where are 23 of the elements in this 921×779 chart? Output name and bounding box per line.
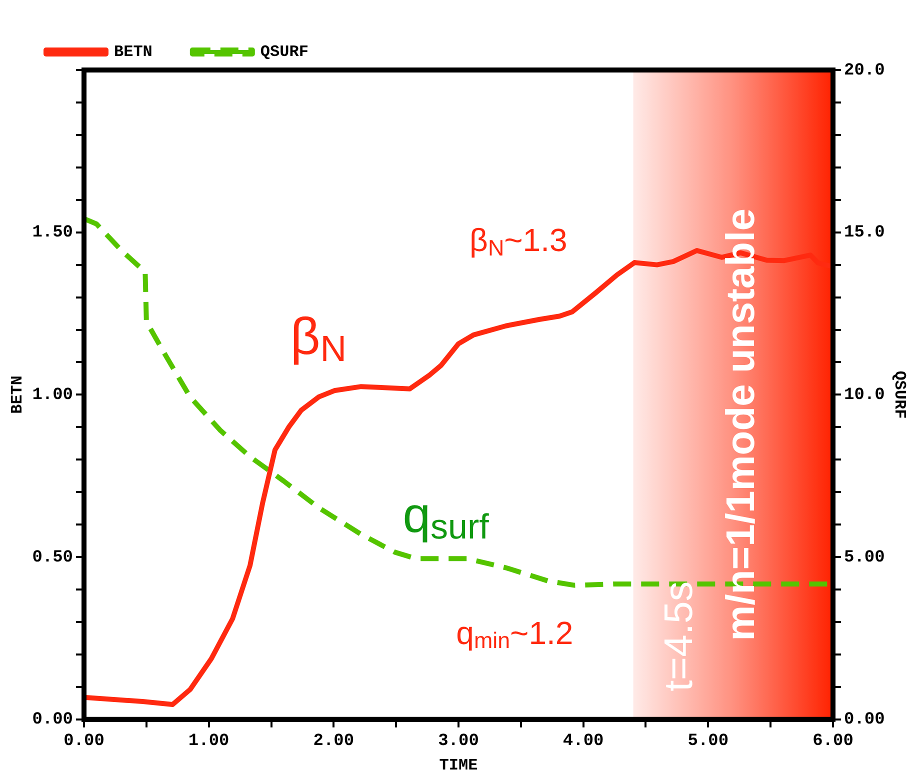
- legend-label: BETN: [114, 43, 152, 62]
- x-tick-label: 5.00: [688, 732, 729, 751]
- x-tick-label: 1.00: [188, 732, 230, 751]
- x-tick-label: 6.00: [812, 732, 854, 751]
- band-label: m/n=1/1mode unstable: [719, 208, 764, 641]
- x-tick-label: 4.00: [562, 732, 604, 751]
- y-tick-label: 0.50: [32, 548, 74, 568]
- x-tick-label: 3.00: [438, 732, 479, 751]
- y-axis-title: BETN: [8, 375, 27, 414]
- y2-tick-label: 20.0: [844, 61, 885, 80]
- y-tick-label: 1.00: [32, 386, 74, 405]
- y2-tick-label: 5.00: [844, 548, 885, 568]
- x-tick-label: 0.00: [64, 732, 104, 751]
- x-axis-title: TIME: [439, 756, 478, 774]
- y2-axis-title: QSURF: [890, 370, 908, 419]
- annotation: t=4.5s: [656, 581, 701, 692]
- y2-tick-label: 15.0: [844, 224, 885, 243]
- y-tick-label: 1.50: [32, 224, 74, 243]
- y2-tick-label: 0.00: [844, 710, 885, 730]
- y2-tick-label: 10.0: [844, 386, 885, 405]
- x-tick-label: 2.00: [313, 732, 354, 751]
- y-tick-label: 0.00: [32, 710, 74, 730]
- legend-label: QSURF: [260, 43, 308, 62]
